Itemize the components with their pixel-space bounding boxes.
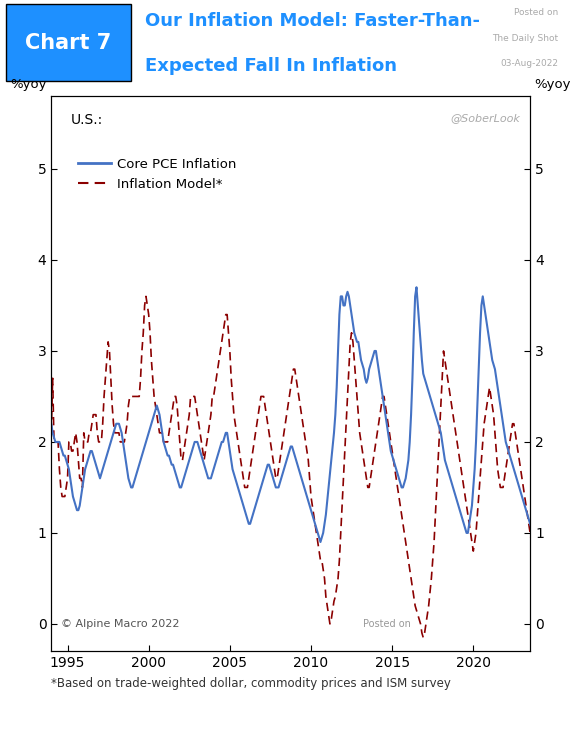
Text: U.S.:: U.S.: xyxy=(71,112,103,127)
Text: The Daily Shot: The Daily Shot xyxy=(492,34,559,43)
Text: %yoy: %yoy xyxy=(11,78,47,91)
Text: %yoy: %yoy xyxy=(534,78,570,91)
Text: Posted on: Posted on xyxy=(514,8,559,17)
Legend: Core PCE Inflation, Inflation Model*: Core PCE Inflation, Inflation Model* xyxy=(72,152,242,196)
Text: 03-Aug-2022: 03-Aug-2022 xyxy=(500,59,559,68)
Text: Posted on: Posted on xyxy=(363,619,410,629)
FancyBboxPatch shape xyxy=(6,4,131,81)
Text: © Alpine Macro 2022: © Alpine Macro 2022 xyxy=(61,619,180,629)
Text: *Based on trade-weighted dollar, commodity prices and ISM survey: *Based on trade-weighted dollar, commodi… xyxy=(51,677,451,690)
Text: @SoberLook: @SoberLook xyxy=(451,112,520,123)
Text: Expected Fall In Inflation: Expected Fall In Inflation xyxy=(145,58,397,75)
Text: Chart 7: Chart 7 xyxy=(25,33,112,53)
Text: Our Inflation Model: Faster-Than-: Our Inflation Model: Faster-Than- xyxy=(145,13,481,30)
